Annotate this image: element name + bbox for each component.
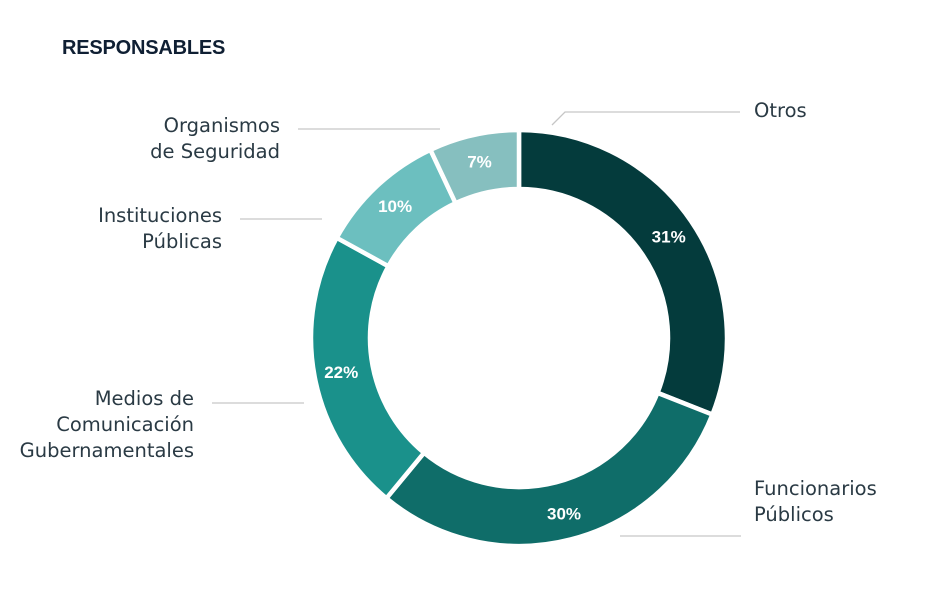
slice-unlabeled-30 — [383, 389, 716, 549]
slice-organismos-de-seguridad — [427, 127, 522, 207]
value-label-funcionarios-publicos: 31% — [652, 227, 686, 246]
label-organismos-de-seguridad: Organismos de Seguridad — [150, 114, 280, 163]
value-label-medios-de-comunicacion: 22% — [324, 363, 358, 382]
leader-line-otros — [551, 111, 740, 126]
label-instituciones-publicas: Instituciones Públicas — [98, 204, 222, 253]
chart-title: RESPONSABLES — [62, 37, 226, 59]
slice-funcionarios-publicos — [516, 127, 730, 418]
label-medios-de-comunicacion: Medios de Comunicación Gubernamentales — [19, 387, 194, 462]
label-funcionarios-publicos: Funcionarios Públicos — [754, 477, 877, 526]
label-otros: Otros — [754, 99, 807, 122]
value-label-unlabeled-30: 30% — [547, 504, 581, 523]
value-label-instituciones-publicas: 10% — [378, 197, 412, 216]
value-label-organismos-de-seguridad: 7% — [467, 152, 492, 171]
